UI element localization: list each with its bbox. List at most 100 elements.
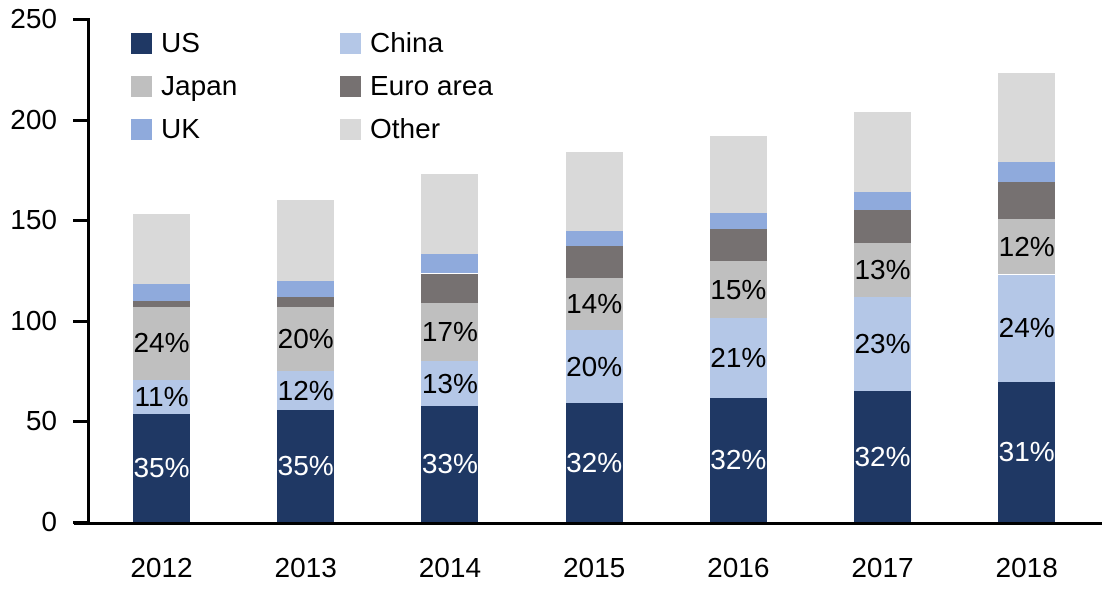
bar-segment-other-2018: [998, 73, 1056, 162]
x-axis-label-2018: 2018: [995, 552, 1058, 583]
bar-label-japan-2013: 20%: [277, 322, 334, 354]
bar-segment-japan-2018: [998, 219, 1056, 275]
y-axis-tick-label: 50: [25, 405, 57, 437]
legend-label-euro-area: Euro area: [370, 70, 493, 101]
bar-segment-euro-area-2014: [421, 273, 479, 303]
bar-segment-china-2016: [709, 317, 767, 399]
bar-segment-uk-2018: [998, 161, 1056, 182]
y-axis-tick-label: 100: [10, 304, 57, 336]
bar-segment-uk-2015: [565, 231, 623, 247]
legend-item-china: China: [340, 28, 443, 58]
bar-segment-japan-2015: [565, 277, 623, 330]
y-axis-tick-label: 200: [10, 103, 57, 135]
bar-segment-china-2013: [277, 371, 335, 411]
bar-segment-japan-2012: [133, 306, 190, 381]
legend-swatch-other: [340, 118, 361, 140]
bar-segment-uk-2014: [421, 254, 479, 274]
bar-segment-other-2014: [421, 173, 479, 255]
x-axis-label-2012: 2012: [130, 552, 193, 583]
y-axis-line: [87, 18, 90, 525]
bar-label-japan-2018: 12%: [998, 230, 1055, 262]
legend-item-japan: Japan: [131, 71, 237, 101]
bar-segment-other-2017: [854, 111, 911, 193]
bar-segment-euro-area-2016: [709, 229, 767, 262]
bar-segment-euro-area-2017: [854, 210, 911, 244]
bar-label-us-2012: 35%: [133, 452, 190, 484]
bar-segment-japan-2017: [854, 243, 911, 297]
bar-segment-china-2018: [998, 274, 1056, 383]
legend-item-us: US: [131, 28, 200, 58]
legend-swatch-us: [131, 32, 152, 54]
bar-segment-euro-area-2012: [133, 300, 190, 307]
bar-label-japan-2015: 14%: [566, 287, 623, 319]
y-axis-tick-label: 250: [10, 3, 57, 34]
bar-segment-us-2017: [854, 391, 911, 522]
y-axis-tick: [73, 420, 87, 424]
bar-label-us-2013: 35%: [277, 450, 334, 482]
bar-segment-euro-area-2015: [565, 246, 623, 278]
bar-label-us-2014: 33%: [421, 448, 478, 480]
x-axis-label-2017: 2017: [851, 552, 914, 583]
legend-swatch-euro-area: [340, 75, 361, 97]
bar-label-japan-2016: 15%: [710, 273, 767, 305]
bar-segment-us-2012: [133, 414, 190, 522]
bar-label-china-2017: 23%: [854, 327, 911, 359]
legend-item-other: Other: [340, 114, 440, 144]
bar-label-us-2017: 32%: [854, 440, 911, 472]
bar-label-us-2015: 32%: [566, 446, 623, 478]
legend-swatch-japan: [131, 75, 152, 97]
bar-label-japan-2014: 17%: [421, 315, 478, 347]
bar-segment-us-2015: [565, 403, 623, 522]
bar-segment-japan-2014: [421, 302, 479, 361]
bar-segment-us-2014: [421, 406, 479, 522]
legend-label-japan: Japan: [161, 70, 238, 101]
x-axis-label-2015: 2015: [562, 552, 626, 583]
bar-segment-uk-2017: [854, 192, 911, 211]
bar-segment-china-2017: [854, 296, 911, 392]
bar-segment-uk-2016: [709, 213, 767, 230]
y-axis-tick: [73, 319, 87, 323]
bar-segment-other-2013: [277, 200, 335, 281]
bar-label-us-2016: 32%: [710, 444, 767, 476]
bar-segment-other-2015: [565, 151, 623, 232]
bar-label-china-2016: 21%: [710, 342, 767, 373]
bar-segment-uk-2013: [277, 280, 335, 297]
bar-segment-euro-area-2018: [998, 182, 1056, 220]
bar-segment-other-2016: [709, 135, 767, 214]
y-axis-tick: [73, 521, 87, 524]
legend-item-uk: UK: [131, 114, 200, 144]
x-axis-line: [74, 522, 1102, 525]
bar-segment-uk-2012: [133, 283, 190, 301]
bar-segment-us-2013: [277, 410, 335, 522]
bar-segment-japan-2016: [709, 261, 767, 318]
bar-label-japan-2017: 13%: [854, 254, 911, 285]
bar-segment-euro-area-2013: [277, 296, 335, 307]
legend-item-euro-area: Euro area: [340, 71, 493, 101]
y-axis-tick: [73, 118, 87, 122]
x-axis-label-2013: 2013: [274, 552, 337, 583]
x-axis-label-2016: 2016: [707, 552, 770, 583]
y-axis-tick-label: 0: [41, 506, 57, 537]
bar-segment-us-2018: [998, 382, 1056, 522]
y-axis-tick-label: 150: [10, 204, 57, 236]
bar-label-china-2018: 24%: [998, 312, 1055, 344]
legend-label-china: China: [370, 27, 444, 58]
bar-label-us-2018: 31%: [998, 436, 1055, 468]
y-axis-tick: [73, 18, 87, 21]
legend-swatch-uk: [131, 118, 152, 140]
bar-segment-us-2016: [709, 398, 767, 522]
bar-label-japan-2012: 24%: [133, 327, 190, 359]
bar-segment-china-2014: [421, 361, 479, 407]
legend-label-other: Other: [370, 113, 441, 144]
bar-label-china-2012: 11%: [134, 381, 189, 413]
y-axis-tick: [73, 219, 87, 223]
bar-segment-japan-2013: [277, 306, 335, 372]
legend-label-us: US: [161, 27, 200, 58]
legend-swatch-china: [340, 32, 361, 54]
bar-segment-china-2012: [133, 380, 190, 415]
bar-label-china-2015: 20%: [566, 350, 623, 382]
bar-segment-china-2015: [565, 329, 623, 404]
bar-label-china-2014: 13%: [421, 367, 478, 399]
x-axis-label-2014: 2014: [418, 552, 482, 583]
